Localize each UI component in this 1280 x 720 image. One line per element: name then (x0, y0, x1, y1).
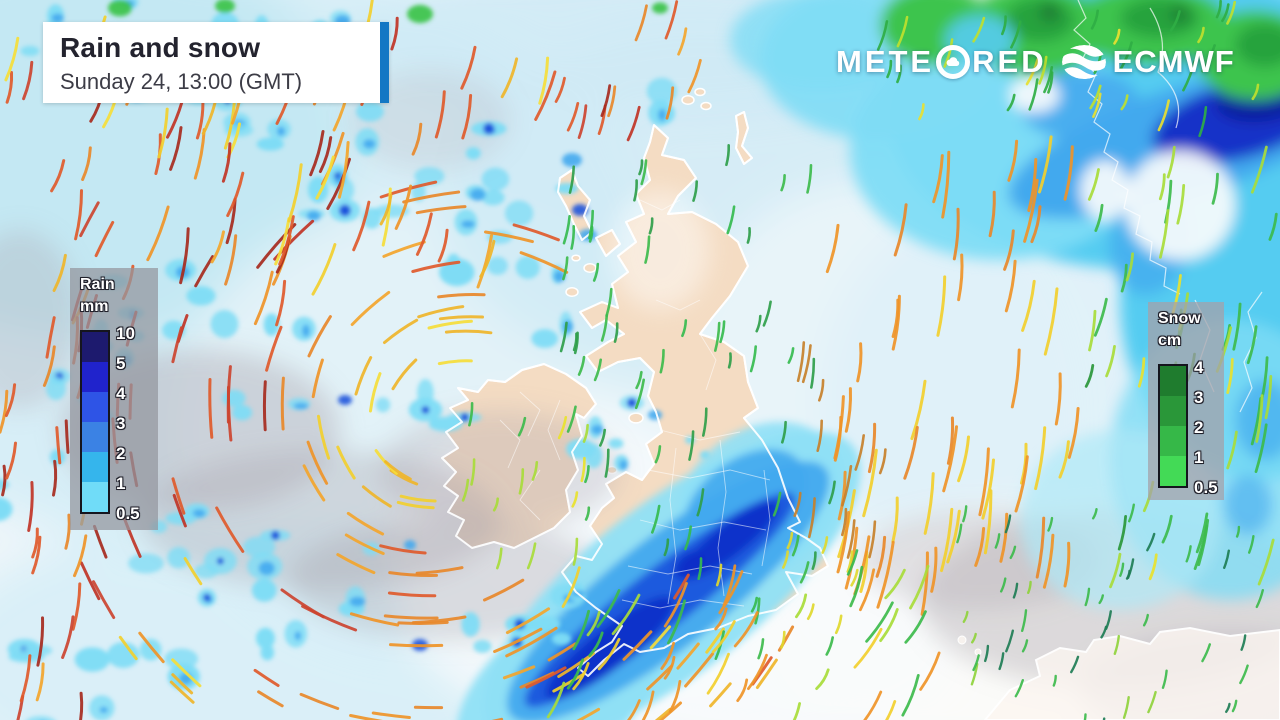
legend-swatch (82, 482, 108, 512)
legend-tick-label: 5 (116, 354, 126, 373)
legend-swatch (1160, 456, 1186, 486)
legend-swatch (82, 332, 108, 362)
legend-tick-label: 1 (116, 474, 126, 493)
legend-tick-label: 3 (1194, 388, 1204, 407)
rain-legend: Rain mm 10 5 4 3 2 1 0.5 (70, 268, 158, 530)
ecmwf-text: ECMWF (1112, 44, 1235, 79)
legend-tick-label: 2 (1194, 418, 1204, 437)
map-datetime: Sunday 24, 13:00 (GMT) (60, 69, 303, 94)
legend-color-bar (1158, 364, 1188, 488)
meteored-text-post: RED (972, 44, 1047, 79)
meteored-logo: METE RED (836, 44, 1047, 80)
legend-tick-label: 0.5 (1194, 478, 1218, 497)
snow-legend-title: Snow (1158, 310, 1201, 327)
legend-swatch (1160, 426, 1186, 456)
snow-legend-unit: cm (1158, 332, 1182, 349)
legend-swatch (82, 392, 108, 422)
legend-swatch (82, 362, 108, 392)
legend-swatch (82, 452, 108, 482)
title-card: Rain and snow Sunday 24, 13:00 (GMT) (43, 22, 389, 103)
cloud-icon (936, 45, 971, 79)
legend-tick-label: 3 (116, 414, 126, 433)
legend-tick-label: 4 (1194, 358, 1204, 377)
snow-legend-scale: 4 3 2 1 0.5 (1158, 358, 1224, 497)
legend-tick-label: 0.5 (116, 504, 140, 523)
map-title: Rain and snow (60, 32, 261, 63)
legend-tick-label: 1 (1194, 448, 1204, 467)
rain-legend-unit: mm (80, 298, 109, 315)
legend-color-bar (80, 330, 110, 514)
rain-legend-scale: 10 5 4 3 2 1 0.5 (80, 324, 158, 523)
ecmwf-logo: ECMWF (1061, 42, 1235, 82)
legend-swatch (1160, 396, 1186, 426)
snow-legend: Snow cm 4 3 2 1 0.5 (1148, 302, 1224, 500)
meteored-text-pre: METE (836, 44, 935, 79)
rain-legend-title: Rain (80, 276, 115, 293)
legend-tick-label: 10 (116, 324, 135, 343)
legend-tick-label: 4 (116, 384, 126, 403)
legend-tick-label: 2 (116, 444, 126, 463)
legend-swatch (1160, 366, 1186, 396)
legend-swatch (82, 422, 108, 452)
title-accent-bar (380, 22, 389, 103)
ecmwf-globe-icon (1061, 42, 1107, 82)
branding: METE RED (836, 42, 1235, 82)
